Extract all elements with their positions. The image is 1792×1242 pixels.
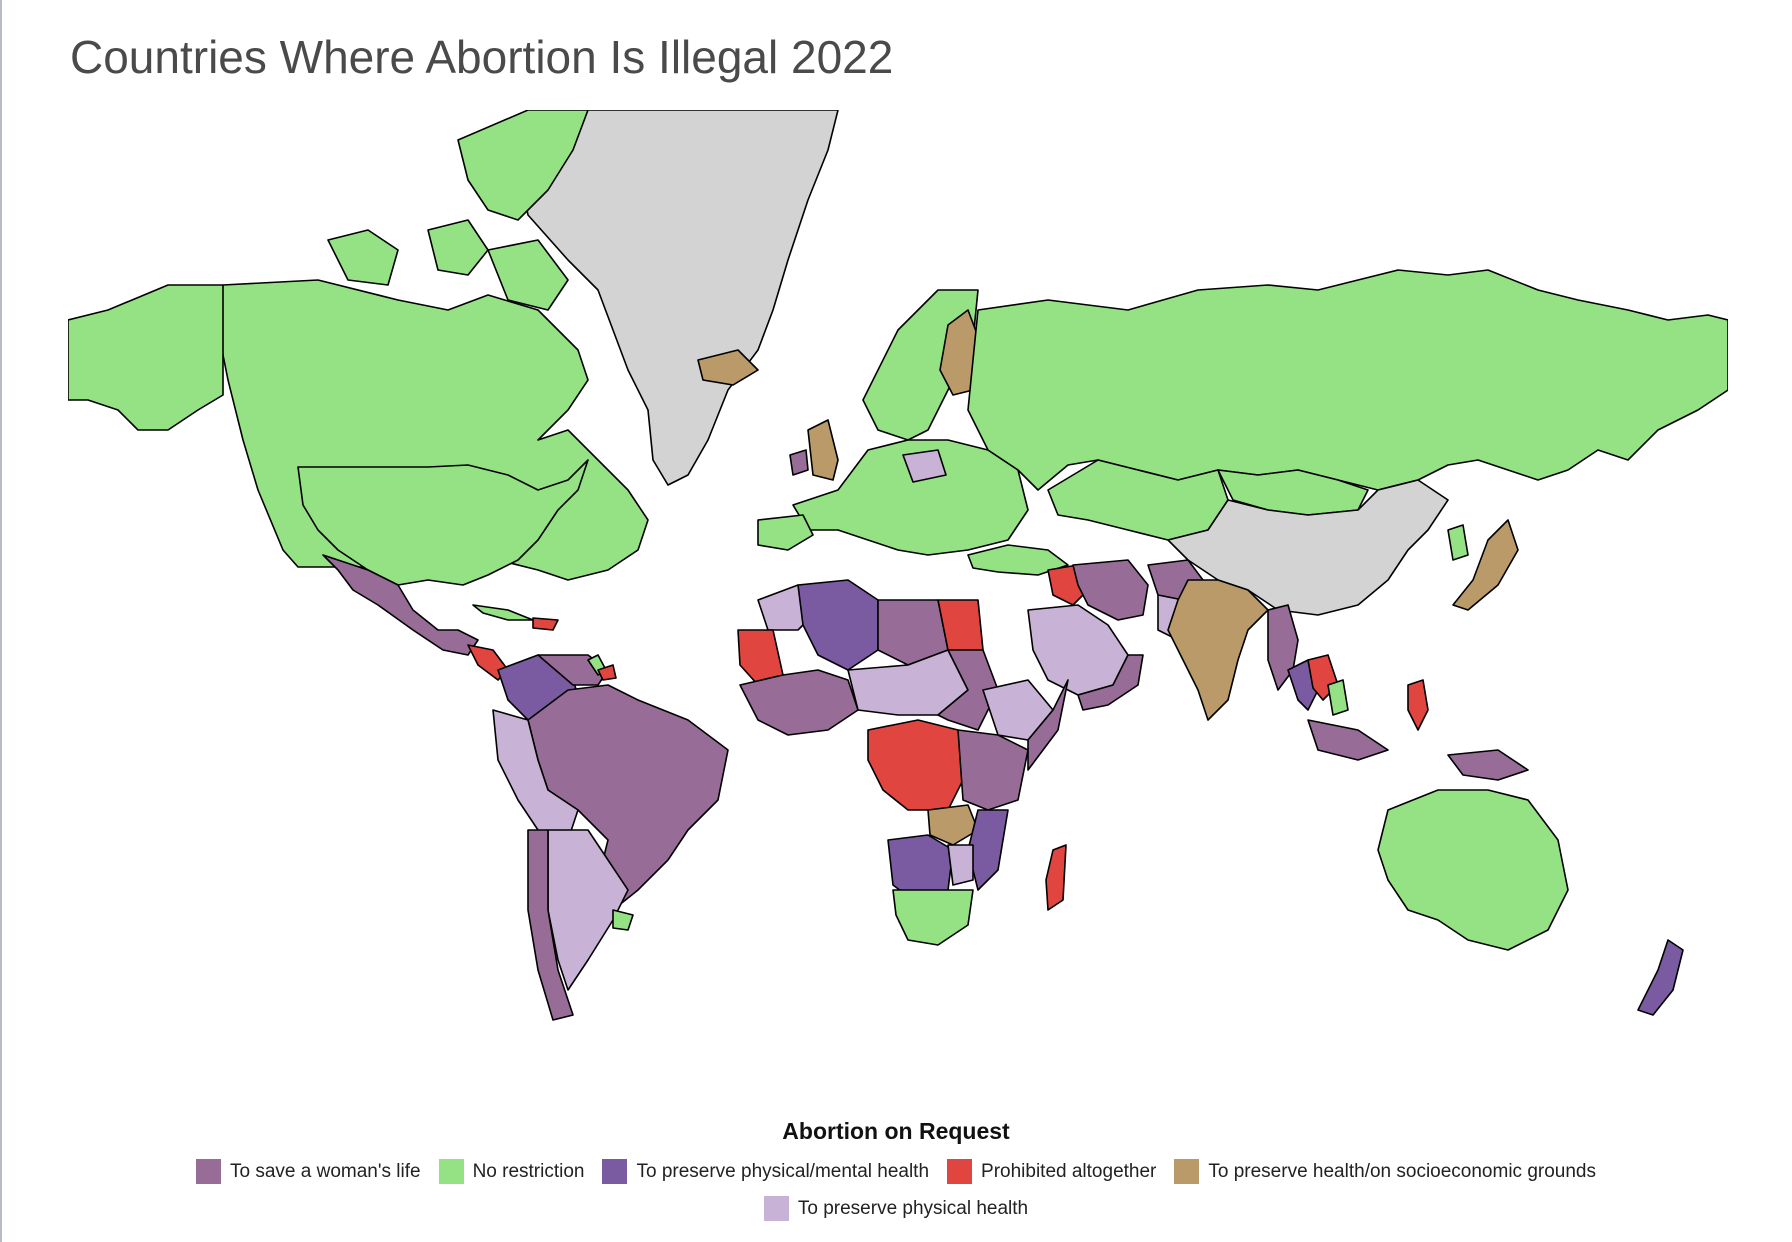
region-central-africa[interactable]	[867, 719, 969, 811]
world-map[interactable]	[68, 110, 1728, 1105]
legend-item-no-restriction[interactable]: No restriction	[438, 1159, 585, 1184]
region-vietnam[interactable]	[1327, 679, 1349, 716]
region-iceland[interactable]	[697, 349, 759, 386]
region-japan[interactable]	[1452, 519, 1519, 611]
region-australia[interactable]	[1377, 789, 1569, 951]
legend-swatch-prohibited	[947, 1159, 973, 1184]
legend-label-physical-mental: To preserve physical/mental health	[636, 1160, 930, 1182]
world-map-svg	[68, 110, 1728, 1021]
region-iberia[interactable]	[757, 514, 814, 551]
region-mozambique[interactable]	[967, 809, 1009, 891]
region-korea[interactable]	[1447, 524, 1469, 561]
legend-swatch-save-life	[196, 1159, 221, 1184]
region-peru-bolivia[interactable]	[492, 709, 579, 841]
region-indonesia[interactable]	[1307, 719, 1389, 761]
region-png[interactable]	[1447, 749, 1529, 781]
region-uk[interactable]	[807, 419, 839, 481]
region-yemen-oman[interactable]	[1077, 654, 1144, 711]
region-alaska[interactable]	[68, 284, 224, 431]
legend-label-no-restriction: No restriction	[472, 1160, 585, 1182]
region-greenland[interactable]	[522, 110, 839, 486]
region-chile[interactable]	[527, 829, 574, 1021]
region-canada-islands-3[interactable]	[427, 219, 489, 276]
legend-row-2: To preserve physical health	[0, 1196, 1792, 1221]
legend-swatch-socioeconomic	[1174, 1159, 1200, 1184]
legend-swatch-physical-mental	[602, 1159, 628, 1184]
map-title: Countries Where Abortion Is Illegal 2022	[70, 31, 894, 83]
region-madagascar[interactable]	[1045, 844, 1067, 911]
region-somalia[interactable]	[1027, 679, 1069, 771]
legend-label-physical-health: To preserve physical health	[797, 1197, 1029, 1219]
legend-swatch-physical-health	[763, 1196, 789, 1221]
legend-item-save-life[interactable]: To save a woman's life	[196, 1159, 421, 1184]
region-haiti-dr[interactable]	[532, 617, 559, 631]
region-uruguay[interactable]	[612, 909, 634, 931]
region-canada-islands-4[interactable]	[487, 239, 569, 311]
region-india[interactable]	[1167, 579, 1269, 721]
region-usa[interactable]	[297, 459, 589, 586]
window-edge	[0, 0, 2, 1242]
legend-item-socioeconomic[interactable]: To preserve health/on socioeconomic grou…	[1174, 1159, 1596, 1184]
region-canada-islands-2[interactable]	[327, 229, 399, 286]
region-argentina[interactable]	[547, 829, 629, 991]
region-east-africa[interactable]	[957, 729, 1029, 811]
region-philippines[interactable]	[1407, 679, 1429, 731]
legend-label-prohibited: Prohibited altogether	[981, 1160, 1157, 1182]
region-cuba[interactable]	[472, 604, 534, 621]
region-suriname[interactable]	[597, 664, 617, 681]
map-legend: Abortion on Request To save a woman's li…	[0, 1118, 1792, 1233]
region-poland[interactable]	[902, 449, 947, 483]
region-europe[interactable]	[792, 439, 1029, 556]
legend-item-physical-health[interactable]: To preserve physical health	[763, 1196, 1029, 1221]
region-new-zealand[interactable]	[1637, 939, 1684, 1016]
legend-swatch-no-restriction	[438, 1159, 464, 1184]
legend-title: Abortion on Request	[782, 1118, 1010, 1144]
region-canada-islands[interactable]	[457, 110, 589, 221]
region-iran[interactable]	[1072, 559, 1149, 621]
region-russia[interactable]	[967, 269, 1728, 491]
region-algeria[interactable]	[797, 579, 879, 671]
region-zimbabwe[interactable]	[947, 844, 974, 886]
region-ireland[interactable]	[789, 449, 809, 476]
region-south-africa[interactable]	[892, 889, 974, 946]
legend-label-save-life: To save a woman's life	[230, 1160, 421, 1182]
region-zambia[interactable]	[927, 804, 979, 846]
legend-item-prohibited[interactable]: Prohibited altogether	[947, 1159, 1156, 1184]
legend-item-physical-mental[interactable]: To preserve physical/mental health	[602, 1159, 929, 1184]
region-saudi-arabia[interactable]	[1027, 604, 1129, 696]
legend-row-1: To save a woman's life No restriction To…	[0, 1159, 1792, 1184]
legend-label-socioeconomic: To preserve health/on socioeconomic grou…	[1208, 1160, 1596, 1182]
region-sudan[interactable]	[937, 649, 999, 731]
